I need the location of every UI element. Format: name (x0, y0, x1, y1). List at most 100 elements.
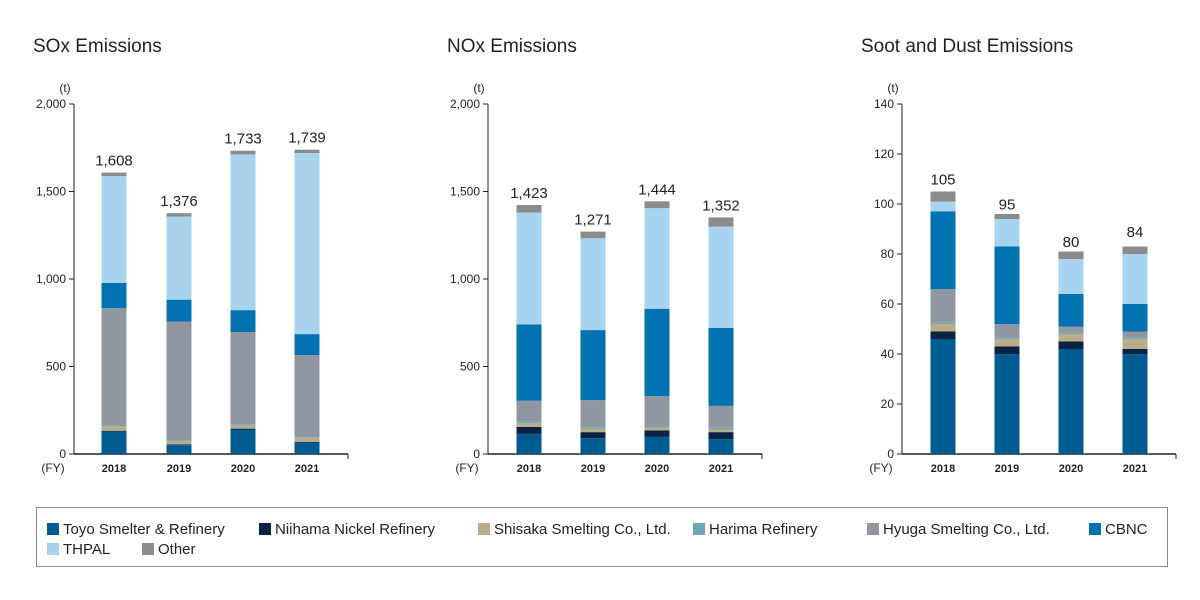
bar-segment-shisaka-smelting-co-ltd (101, 426, 127, 431)
legend-label: THPAL (63, 540, 111, 558)
x-tick-label: 2021 (709, 463, 733, 475)
bar-segment-harima-refinery (230, 424, 256, 426)
bar-segment-hyuga-smelting-co-ltd (1058, 326, 1084, 333)
bar-segment-niihama-nickel-refinery (644, 430, 670, 437)
y-tick-label: 40 (881, 347, 895, 361)
y-tick-label: 1,000 (450, 272, 480, 286)
bar-segment-thpal (516, 212, 542, 325)
y-tick-label: 2,000 (36, 97, 66, 111)
bar-segment-harima-refinery (930, 322, 956, 324)
bar-segment-toyo-smelter-refinery (230, 429, 256, 454)
bar-segment-toyo-smelter-refinery (1122, 354, 1148, 454)
x-tick-label: 2021 (1123, 463, 1147, 475)
bar-segment-hyuga-smelting-co-ltd (994, 324, 1020, 338)
bar-segment-cbnc (580, 330, 606, 401)
chart-title: SOx Emissions (33, 36, 162, 57)
bar-segment-thpal (1122, 254, 1148, 304)
legend-swatch (1089, 523, 1101, 535)
bar-segment-niihama-nickel-refinery (708, 432, 734, 440)
chart-sox-emissions: SOx Emissions (t) 0 500 1,000 1,500 2,000 (FY) 2… (33, 36, 349, 475)
bar-segment-hyuga-smelting-co-ltd (644, 396, 670, 426)
bar-segment-niihama-nickel-refinery (516, 426, 542, 434)
y-tick-label: 1,500 (36, 185, 66, 199)
bar-segment-thpal (994, 219, 1020, 247)
bar-segment-hyuga-smelting-co-ltd (294, 355, 320, 437)
y-tick-label: 120 (874, 147, 894, 161)
legend-swatch (867, 523, 879, 535)
legend-swatch (47, 543, 59, 555)
bar-segment-toyo-smelter-refinery (708, 439, 734, 454)
legend-item-cbnc: CBNC (1089, 520, 1148, 538)
bar-segment-shisaka-smelting-co-ltd (580, 428, 606, 433)
total-label: 105 (930, 172, 955, 189)
bar-segment-thpal (708, 226, 734, 328)
x-unit-label: (FY) (455, 461, 478, 475)
x-tick-label: 2018 (931, 463, 955, 475)
bar-segment-harima-refinery (994, 337, 1020, 339)
legend-swatch (478, 523, 490, 535)
total-label: 1,733 (224, 131, 262, 148)
legend-item-toyo-smelter-refinery: Toyo Smelter & Refinery (47, 520, 225, 538)
bar-segment-niihama-nickel-refinery (166, 444, 192, 446)
bar-segment-thpal (930, 201, 956, 212)
bar-segment-thpal (101, 176, 127, 283)
bar-segment-niihama-nickel-refinery (230, 428, 256, 430)
x-tick-label: 2019 (581, 463, 605, 475)
bar-segment-other (930, 191, 956, 202)
bar-segment-other (1058, 251, 1084, 259)
total-label: 80 (1063, 234, 1080, 251)
bar-segment-harima-refinery (1058, 332, 1084, 334)
bar-segment-cbnc (644, 308, 670, 397)
y-tick-label: 60 (881, 297, 895, 311)
legend-item-harima-refinery: Harima Refinery (693, 520, 817, 538)
chart-title: NOx Emissions (447, 36, 577, 57)
chart-soot-and-dust-emissions: Soot and Dust Emissions (t) 0 20 40 60 80 100 12… (861, 36, 1177, 475)
bar-segment-hyuga-smelting-co-ltd (1122, 331, 1148, 338)
bar-segment-harima-refinery (1122, 337, 1148, 339)
bar-segment-cbnc (1122, 304, 1148, 332)
legend-item-hyuga-smelting-co-ltd: Hyuga Smelting Co., Ltd. (867, 520, 1050, 538)
bar-segment-cbnc (930, 211, 956, 289)
bar-segment-niihama-nickel-refinery (930, 331, 956, 339)
x-tick-label: 2018 (517, 463, 541, 475)
legend-label: Other (158, 540, 196, 558)
bar-segment-toyo-smelter-refinery (930, 339, 956, 454)
legend-swatch (142, 543, 154, 555)
legend-label: Toyo Smelter & Refinery (63, 520, 225, 538)
bar-segment-niihama-nickel-refinery (580, 432, 606, 439)
bar-segment-harima-refinery (166, 440, 192, 441)
x-tick-label: 2019 (167, 463, 191, 475)
legend-swatch (47, 523, 59, 535)
bar-segment-hyuga-smelting-co-ltd (101, 308, 127, 426)
bar-segment-other (1122, 246, 1148, 254)
x-tick-label: 2021 (295, 463, 319, 475)
y-tick-label: 2,000 (450, 97, 480, 111)
bar-segment-cbnc (994, 246, 1020, 324)
bar-segment-cbnc (708, 328, 734, 406)
bar-segment-other (644, 201, 670, 209)
bar-segment-harima-refinery (580, 427, 606, 429)
legend-item-niihama-nickel-refinery: Niihama Nickel Refinery (259, 520, 435, 538)
bar-segment-cbnc (230, 310, 256, 333)
y-tick-label: 20 (881, 397, 895, 411)
bar-segment-hyuga-smelting-co-ltd (580, 400, 606, 428)
bar-segment-niihama-nickel-refinery (294, 441, 320, 443)
legend-label: Niihama Nickel Refinery (275, 520, 436, 538)
bar-segment-toyo-smelter-refinery (516, 433, 542, 454)
bar-segment-hyuga-smelting-co-ltd (708, 405, 734, 428)
legend-label: Shisaka Smelting Co., Ltd. (494, 520, 671, 538)
y-unit-label: (t) (473, 81, 484, 95)
bar-segment-shisaka-smelting-co-ltd (166, 440, 192, 445)
legend-item-shisaka-smelting-co-ltd: Shisaka Smelting Co., Ltd. (478, 520, 671, 538)
x-tick-label: 2020 (645, 463, 669, 475)
legend-item-thpal: THPAL (47, 540, 110, 558)
bar-segment-harima-refinery (294, 436, 320, 438)
legend-swatch (693, 523, 705, 535)
bar-segment-toyo-smelter-refinery (166, 445, 192, 454)
y-unit-label: (t) (887, 81, 898, 95)
bar-segment-other (516, 204, 542, 213)
bar-segment-thpal (644, 208, 670, 309)
y-tick-label: 500 (460, 360, 480, 374)
bar-segment-other (294, 149, 320, 153)
bar-segment-shisaka-smelting-co-ltd (516, 423, 542, 427)
